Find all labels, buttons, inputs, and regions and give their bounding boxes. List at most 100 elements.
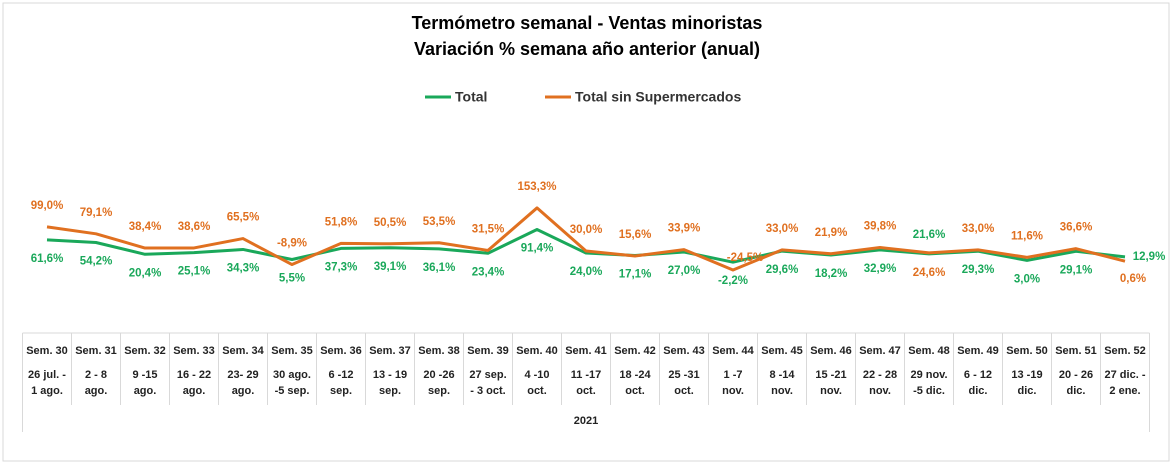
data-label: 21,9% [815,227,848,239]
data-label: 23,4% [472,266,505,278]
data-label: 27,0% [668,265,701,277]
data-label: 51,8% [325,216,358,228]
data-label: 21,6% [913,229,946,241]
x-tick-label: Sem. 48 [908,345,950,357]
x-tick-date: 2 - 8 [85,369,107,381]
x-tick-date: ago. [134,385,157,397]
x-tick-date: 29 nov. [910,369,947,381]
x-tick-label: Sem. 43 [663,345,705,357]
x-tick-date: 25 -31 [668,369,699,381]
chart-subtitle: Variación % semana año anterior (anual) [414,39,760,59]
chart-title: Termómetro semanal - Ventas minoristas [412,13,763,33]
x-tick-date: oct. [674,385,694,397]
data-label: 24,6% [913,267,946,279]
data-label: 20,4% [129,267,162,279]
x-tick-date: 18 -24 [619,369,651,381]
x-tick-date: 2 ene. [1109,385,1140,397]
x-tick-label: Sem. 34 [222,345,264,357]
data-label: 25,1% [178,266,211,278]
data-label: 38,4% [129,221,162,233]
x-tick-label: Sem. 45 [761,345,803,357]
x-tick-date: 6 -12 [328,369,353,381]
x-tick-date: 26 jul. - [28,369,66,381]
x-tick-date: nov. [869,385,891,397]
x-tick-date: ago. [232,385,255,397]
data-label: 32,9% [864,263,897,275]
data-label: 33,0% [962,223,995,235]
data-label: -24,5% [727,252,763,264]
x-tick-date: oct. [576,385,596,397]
data-label: 37,3% [325,261,358,273]
x-tick-label: Sem. 51 [1055,345,1097,357]
x-tick-date: dic. [1018,385,1037,397]
data-label: 91,4% [521,243,554,255]
x-tick-date: ago. [183,385,206,397]
data-label: 17,1% [619,268,652,280]
x-tick-label: Sem. 46 [810,345,852,357]
x-tick-label: Sem. 31 [75,345,117,357]
data-label: 29,3% [962,264,995,276]
x-tick-date: 20 - 26 [1059,369,1093,381]
x-tick-date: 30 ago. [273,369,311,381]
x-tick-date: 23- 29 [227,369,258,381]
data-label: 54,2% [80,256,113,268]
x-tick-label: Sem. 36 [320,345,362,357]
x-tick-date: dic. [1067,385,1086,397]
x-tick-label: Sem. 35 [271,345,313,357]
x-tick-date: oct. [527,385,547,397]
x-tick-label: Sem. 47 [859,345,901,357]
x-tick-date: 22 - 28 [863,369,897,381]
data-label: 3,0% [1014,273,1040,285]
x-tick-date: 11 -17 [571,369,602,381]
x-tick-date: sep. [428,385,450,397]
data-label: 79,1% [80,207,113,219]
data-label: 99,0% [31,200,64,212]
x-tick-date: sep. [330,385,352,397]
data-label: -8,9% [277,238,307,250]
data-label: 39,8% [864,221,897,233]
x-tick-date: - 3 oct. [470,385,505,397]
data-label: 11,6% [1011,230,1043,242]
x-tick-date: 16 - 22 [177,369,211,381]
x-tick-label: Sem. 37 [369,345,411,357]
data-label: 33,9% [668,223,701,235]
data-label: 65,5% [227,212,260,224]
x-tick-date: oct. [625,385,645,397]
x-tick-date: 27 dic. - [1105,369,1146,381]
x-tick-date: nov. [722,385,744,397]
x-tick-date: 9 -15 [132,369,157,381]
x-tick-date: -5 dic. [913,385,945,397]
data-label: 29,6% [766,264,799,276]
x-tick-date: 27 sep. [469,369,506,381]
data-label: 33,0% [766,223,799,235]
data-label: 38,6% [178,221,211,233]
legend-label: Total sin Supermercados [575,89,741,105]
x-tick-label: Sem. 30 [26,345,68,357]
x-tick-label: Sem. 52 [1104,345,1146,357]
data-label: 31,5% [472,223,505,235]
data-label: -2,2% [718,275,748,287]
x-tick-date: ago. [85,385,108,397]
data-label: 39,1% [374,261,407,273]
x-tick-date: dic. [969,385,988,397]
x-tick-date: nov. [771,385,793,397]
x-tick-date: nov. [820,385,842,397]
x-tick-date: 8 -14 [769,369,795,381]
data-label: 24,0% [570,266,603,278]
data-label: 61,6% [31,253,64,265]
data-label: 30,0% [570,224,603,236]
data-label: 15,6% [619,229,652,241]
data-label: 50,5% [374,217,407,229]
x-tick-label: Sem. 32 [124,345,166,357]
data-label: 5,5% [279,273,305,285]
x-tick-label: Sem. 49 [957,345,999,357]
data-label: 53,5% [423,216,456,228]
data-label: 12,9% [1133,251,1166,263]
x-tick-label: Sem. 33 [173,345,215,357]
data-label: 36,6% [1060,222,1093,234]
x-tick-date: 13 -19 [1011,369,1042,381]
data-label: 29,1% [1060,264,1093,276]
legend-label: Total [455,89,487,105]
x-tick-date: -5 sep. [275,385,310,397]
